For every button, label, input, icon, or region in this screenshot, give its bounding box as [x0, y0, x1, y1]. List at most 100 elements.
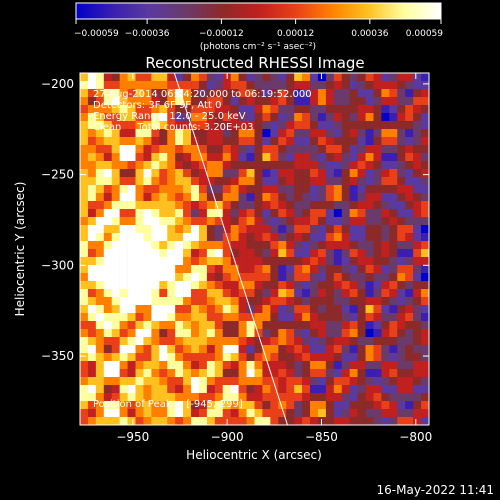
- heatmap-cell: [262, 233, 271, 242]
- heatmap-cell: [413, 401, 422, 410]
- heatmap-cell: [325, 193, 335, 202]
- heatmap-cell: [413, 297, 422, 306]
- heatmap-cell: [325, 249, 335, 258]
- heatmap-cell: [111, 209, 120, 218]
- heatmap-cell: [80, 145, 89, 154]
- heatmap-cell: [333, 393, 343, 402]
- heatmap-cell: [373, 177, 382, 186]
- heatmap-cell: [191, 289, 200, 298]
- heatmap-cell: [127, 393, 136, 402]
- heatmap-cell: [381, 385, 390, 394]
- heatmap-cell: [349, 257, 358, 266]
- heatmap-cell: [254, 145, 263, 154]
- heatmap-cell: [397, 401, 406, 410]
- heatmap-cell: [95, 81, 105, 90]
- heatmap-cell: [230, 225, 239, 234]
- heatmap-cell: [373, 145, 382, 154]
- heatmap-cell: [183, 369, 192, 378]
- heatmap-cell: [198, 105, 208, 114]
- heatmap-cell: [143, 385, 152, 394]
- heatmap-cell: [389, 393, 398, 402]
- heatmap-cell: [357, 409, 366, 418]
- heatmap-cell: [278, 385, 287, 394]
- heatmap-cell: [317, 249, 327, 258]
- heatmap-cell: [286, 369, 295, 378]
- heatmap-cell: [143, 353, 152, 362]
- heatmap-cell: [238, 233, 247, 242]
- heatmap-cell: [135, 345, 144, 354]
- heatmap-cell: [413, 185, 422, 194]
- heatmap-cell: [294, 393, 303, 402]
- heatmap-cell: [389, 385, 398, 394]
- heatmap-cell: [413, 393, 422, 402]
- heatmap-cell: [159, 265, 168, 274]
- heatmap-cell: [294, 217, 303, 226]
- heatmap-cell: [127, 297, 136, 306]
- heatmap-cell: [333, 337, 343, 346]
- heatmap-cell: [183, 329, 192, 338]
- heatmap-cell: [151, 241, 160, 250]
- heatmap-cell: [183, 249, 192, 258]
- heatmap-cell: [317, 273, 327, 282]
- heatmap-cell: [214, 313, 224, 322]
- heatmap-cell: [302, 185, 311, 194]
- heatmap-cell: [230, 233, 239, 242]
- heatmap-cell: [214, 289, 224, 298]
- heatmap-cell: [111, 89, 120, 98]
- heatmap-cell: [175, 321, 184, 330]
- heatmap-cell: [325, 185, 335, 194]
- heatmap-cell: [349, 401, 358, 410]
- heatmap-cell: [381, 193, 390, 202]
- heatmap-cell: [175, 121, 184, 130]
- heatmap-cell: [262, 313, 271, 322]
- heatmap-cell: [373, 393, 382, 402]
- heatmap-cell: [357, 345, 366, 354]
- heatmap-cell: [349, 281, 358, 290]
- heatmap-cell: [262, 105, 271, 114]
- heatmap-cell: [317, 353, 327, 362]
- heatmap-cell: [381, 201, 390, 210]
- heatmap-cell: [421, 105, 429, 114]
- heatmap-cell: [167, 401, 176, 410]
- heatmap-cell: [151, 313, 160, 322]
- heatmap-cell: [389, 209, 398, 218]
- heatmap-cell: [111, 273, 120, 282]
- heatmap-cell: [191, 145, 200, 154]
- heatmap-cell: [191, 73, 200, 82]
- heatmap-cell: [80, 81, 89, 90]
- heatmap-cell: [405, 113, 414, 122]
- heatmap-cell: [270, 393, 279, 402]
- heatmap-cell: [143, 337, 152, 346]
- annotation-method-counts: Clean Total counts: 3.20E+03: [93, 122, 253, 133]
- heatmap-cell: [357, 257, 366, 266]
- heatmap-cell: [278, 161, 287, 170]
- heatmap-cell: [421, 177, 429, 186]
- heatmap-cell: [191, 105, 200, 114]
- heatmap-cell: [175, 97, 184, 106]
- heatmap-cell: [135, 129, 144, 138]
- heatmap-cell: [373, 81, 382, 90]
- heatmap-cell: [302, 113, 311, 122]
- heatmap-cell: [135, 105, 144, 114]
- heatmap-cell: [159, 81, 168, 90]
- heatmap-cell: [246, 137, 255, 146]
- heatmap-cell: [381, 241, 390, 250]
- heatmap-cell: [246, 385, 255, 394]
- heatmap-cell: [310, 321, 319, 330]
- heatmap-cell: [159, 385, 168, 394]
- heatmap-cell: [111, 145, 120, 154]
- heatmap-cell: [87, 169, 97, 178]
- heatmap-cell: [246, 369, 255, 378]
- heatmap-cell: [278, 217, 287, 226]
- heatmap-cell: [302, 321, 311, 330]
- heatmap-cell: [325, 361, 335, 370]
- heatmap-cell: [135, 225, 144, 234]
- heatmap-cell: [80, 153, 89, 162]
- heatmap-cell: [103, 257, 113, 266]
- heatmap-cell: [357, 89, 366, 98]
- heatmap-cell: [230, 185, 239, 194]
- heatmap-cell: [143, 137, 152, 146]
- plot-frame: [79, 72, 430, 426]
- heatmap-cell: [198, 369, 208, 378]
- heatmap-cell: [103, 121, 113, 130]
